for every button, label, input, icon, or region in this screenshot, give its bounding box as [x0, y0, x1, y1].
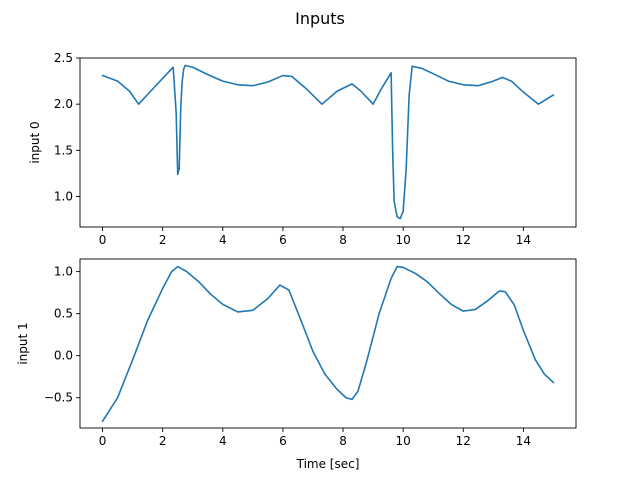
- y-axis-label: input 1: [16, 322, 30, 364]
- x-tick-label: 14: [516, 434, 531, 448]
- y-tick-label: 1.0: [54, 265, 73, 279]
- y-tick-label: 2.0: [54, 97, 73, 111]
- x-tick-label: 6: [279, 434, 287, 448]
- x-tick-label: 0: [99, 233, 107, 247]
- x-tick-label: 2: [159, 434, 167, 448]
- x-tick-label: 12: [456, 233, 471, 247]
- axes-frame: [79, 258, 577, 429]
- x-tick-label: 4: [219, 434, 227, 448]
- figure-title: Inputs: [295, 9, 345, 28]
- y-axis-label: input 0: [28, 121, 42, 163]
- x-tick-label: 2: [159, 233, 167, 247]
- x-tick-label: 6: [279, 233, 287, 247]
- x-tick-label: 0: [99, 434, 107, 448]
- y-tick-label: 0.0: [54, 349, 73, 363]
- series-line-0-0: [101, 64, 555, 220]
- x-axis-label: Time [sec]: [296, 457, 360, 471]
- x-tick-label: 8: [339, 434, 347, 448]
- x-tick-label: 10: [396, 233, 411, 247]
- subplot-input-1: 0 2 4 6 8 10 12 14 −0.5 0.0 0.5 1.0 input 1 Time [sec…: [16, 258, 577, 471]
- x-tick-label: 8: [339, 233, 347, 247]
- axes-frame: [79, 57, 577, 228]
- x-tick-label: 4: [219, 233, 227, 247]
- y-tick-label: 1.0: [54, 190, 73, 204]
- series-line-1-0: [101, 265, 555, 423]
- y-tick-label: 1.5: [54, 143, 73, 157]
- y-tick-label: 2.5: [54, 51, 73, 65]
- y-tick-label: −0.5: [44, 391, 73, 405]
- y-tick-label: 0.5: [54, 307, 73, 321]
- subplot-input-0: 0 2 4 6 8 10 12 14 1.0 1.5 2.0 2.5 input 0: [28, 51, 577, 247]
- x-tick-label: 10: [396, 434, 411, 448]
- x-tick-label: 12: [456, 434, 471, 448]
- x-tick-label: 14: [516, 233, 531, 247]
